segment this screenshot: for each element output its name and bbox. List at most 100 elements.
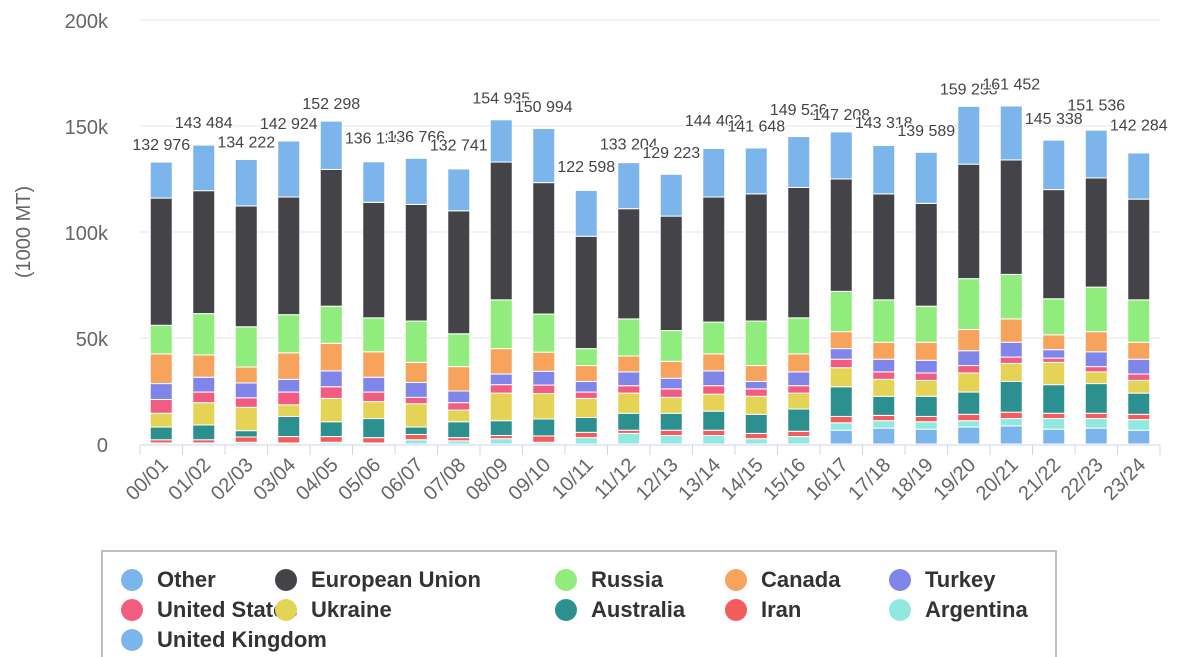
bar-segment <box>787 385 811 394</box>
legend-item[interactable]: Australia <box>555 596 685 624</box>
bar-segment <box>447 333 471 368</box>
x-tick-label: 19/20 <box>929 454 980 505</box>
bars <box>149 105 1151 445</box>
bar-segment <box>319 386 343 399</box>
bar-segment <box>999 425 1023 445</box>
bar-segment <box>489 299 513 350</box>
bar-segment <box>319 305 343 344</box>
legend-item[interactable]: United Kingdom <box>121 626 327 654</box>
bar-segment <box>744 388 768 397</box>
bar-segment <box>277 415 301 438</box>
bar-segment <box>319 120 343 170</box>
legend-label: European Union <box>311 567 481 592</box>
total-label: 145 338 <box>1025 111 1083 128</box>
bar-segment <box>1127 152 1151 200</box>
y-tick-label: 100k <box>65 223 109 245</box>
bar-segment <box>659 396 683 414</box>
bar-segment <box>1042 361 1066 386</box>
bar-segment <box>702 393 726 412</box>
legend-item[interactable]: Iran <box>725 596 801 624</box>
legend-label: Russia <box>591 567 664 592</box>
y-tick-label: 0 <box>97 435 108 457</box>
bar-segment <box>787 317 811 355</box>
bar-segment <box>192 313 216 356</box>
total-label: 133 204 <box>600 137 658 154</box>
bar-segment <box>787 136 811 188</box>
bar-segment <box>999 273 1023 320</box>
legend-item[interactable]: Turkey <box>889 566 996 594</box>
legend-item[interactable]: Canada <box>725 566 840 594</box>
bar-segment <box>829 131 853 180</box>
bar-segment <box>489 348 513 375</box>
bar-segment <box>404 403 428 428</box>
bar-segment <box>404 433 428 441</box>
bar-segment <box>872 420 896 429</box>
legend-swatch <box>275 569 297 591</box>
bar-segment <box>957 420 981 428</box>
legend-label: Turkey <box>925 567 996 592</box>
bar-segment <box>957 365 981 374</box>
bar-segment <box>362 317 386 353</box>
bar-segment <box>362 418 386 439</box>
x-tick-label: 02/03 <box>207 454 258 505</box>
legend-item[interactable]: United States <box>121 596 298 624</box>
bar-segment <box>1042 384 1066 414</box>
bar-segment <box>999 341 1023 358</box>
bar-segment <box>447 409 471 423</box>
bar-segment <box>872 427 896 445</box>
bar-segment <box>702 147 726 198</box>
legend-label: United States <box>157 597 298 622</box>
legend-item[interactable]: Argentina <box>889 596 1028 624</box>
legend-label: Iran <box>761 597 802 622</box>
bar-segment <box>659 429 683 437</box>
x-tick-label: 13/14 <box>674 454 725 505</box>
bar-segment <box>999 418 1023 427</box>
bar-segment <box>872 395 896 416</box>
bar-segment <box>149 383 173 400</box>
bar-segment <box>234 397 258 408</box>
legend-item[interactable]: Ukraine <box>275 596 392 624</box>
bar-segment <box>1042 189 1066 300</box>
bar-segment <box>574 235 598 350</box>
bar-segment <box>829 358 853 369</box>
y-tick-label: 50k <box>76 329 109 351</box>
bar-segment <box>1127 358 1151 375</box>
total-label: 161 452 <box>982 77 1040 94</box>
y-tick-label: 150k <box>65 117 109 139</box>
bar-segment <box>277 404 301 417</box>
bar-segment <box>574 391 598 399</box>
bar-segment <box>532 128 556 184</box>
bar-segment <box>149 161 173 199</box>
bar-segment <box>702 429 726 437</box>
bar-segment <box>872 414 896 422</box>
y-tick-label: 200k <box>65 11 109 33</box>
bar-segment <box>999 318 1023 343</box>
legend-swatch <box>889 569 911 591</box>
bar-segment <box>404 320 428 363</box>
bar-segment <box>914 341 938 361</box>
bar-segment <box>829 415 853 424</box>
bar-segment <box>617 371 641 387</box>
bar-segment <box>1084 371 1108 385</box>
x-tick-label: 16/17 <box>802 454 853 505</box>
legend-item[interactable]: Other <box>121 566 216 594</box>
bar-segment <box>447 402 471 411</box>
bar-segment <box>574 437 598 445</box>
total-label: 154 935 <box>472 91 530 108</box>
bar-segment <box>1042 334 1066 351</box>
legend-swatch <box>555 599 577 621</box>
total-label: 136 766 <box>387 129 445 146</box>
bar-segment <box>1127 413 1151 421</box>
bar-segment <box>192 190 216 315</box>
bar-segment <box>362 437 386 444</box>
x-tick-label: 06/07 <box>377 454 428 505</box>
bar-segment <box>489 161 513 301</box>
bar-segment <box>999 159 1023 275</box>
bar-segment <box>489 420 513 437</box>
bar-segment <box>404 157 428 205</box>
total-label: 132 976 <box>132 137 190 154</box>
legend-item[interactable]: European Union <box>275 566 481 594</box>
legend-item[interactable]: Russia <box>555 566 663 594</box>
bar-segment <box>702 410 726 431</box>
bar-segment <box>957 163 981 280</box>
